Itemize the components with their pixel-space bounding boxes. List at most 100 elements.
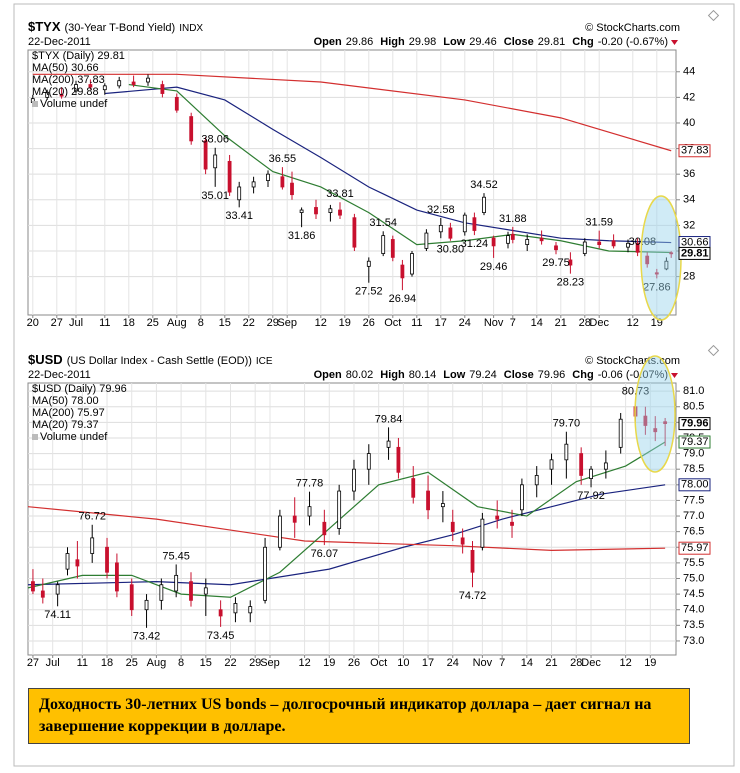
date: 22-Dec-2011: [28, 369, 91, 381]
candle-body: [160, 84, 165, 94]
x-tick-label: Aug: [167, 317, 187, 329]
candle-body: [438, 224, 443, 233]
candle-body: [352, 217, 357, 248]
chart-title: $TYX (30-Year T-Bond Yield) INDX: [28, 19, 203, 34]
y-tick-label: 74.5: [683, 588, 704, 600]
x-tick-label: 12: [619, 657, 631, 669]
value-tag: 30.66: [681, 236, 709, 248]
candle-body: [251, 181, 256, 188]
legend-entry: Volume undef: [40, 98, 108, 110]
y-tick-label: 80.5: [683, 401, 704, 413]
y-tick-label: 73.0: [683, 635, 704, 647]
legend-entry: Volume undef: [40, 431, 108, 443]
candle-body: [663, 421, 668, 424]
candle-body: [90, 537, 95, 554]
x-tick-label: 11: [99, 317, 110, 329]
value-tag: 79.96: [681, 418, 709, 430]
quote-value: 79.24: [469, 369, 497, 381]
candle-body: [470, 549, 475, 573]
y-tick-label: 77.0: [683, 510, 704, 522]
value-tag: 37.83: [681, 145, 709, 157]
quote-value: -0.06 (-0.07%): [598, 369, 668, 381]
legend-entry: $USD (Daily) 79.96: [32, 383, 127, 395]
price-annotation: 31.88: [499, 213, 527, 225]
y-tick-label: 40: [683, 117, 695, 129]
candle-body: [352, 468, 356, 492]
y-tick-label: 78.5: [683, 463, 704, 475]
description: (30-Year T-Bond Yield): [65, 22, 176, 34]
quote-label: Close: [504, 36, 534, 48]
price-annotation: 36.55: [269, 153, 297, 165]
y-tick-label: 74.0: [683, 604, 704, 616]
quote-value: 80.14: [409, 369, 437, 381]
price-annotation: 76.72: [78, 511, 106, 523]
icon: [707, 344, 720, 357]
price-annotation: 27.86: [643, 281, 671, 293]
legend-entry: MA(50) 78.00: [32, 395, 99, 407]
x-tick-label: 21: [545, 657, 557, 669]
candle-body: [248, 606, 253, 614]
price-annotation: 80.73: [622, 385, 650, 397]
x-tick-label: 25: [126, 657, 138, 669]
candle-body: [213, 154, 218, 169]
candle-body: [440, 503, 445, 508]
price-annotation: 73.42: [133, 631, 161, 643]
price-annotation: 74.11: [44, 609, 71, 621]
price-annotation: 30.08: [629, 236, 657, 248]
candle-body: [603, 462, 608, 470]
candle-body: [626, 242, 630, 248]
price-annotation: 38.06: [201, 134, 229, 146]
quote-value: 29.46: [469, 36, 497, 48]
plot-area: [27, 49, 677, 316]
chart-title: $USD (US Dollar Index - Cash Settle (EOD)…: [28, 352, 273, 367]
price-annotation: 79.70: [553, 418, 581, 430]
candle-body: [45, 91, 50, 98]
y-tick-label: 81.0: [683, 385, 704, 397]
x-tick-label: 8: [178, 657, 184, 669]
candle-body: [450, 521, 455, 533]
candle-body: [237, 186, 242, 201]
candle-body: [263, 546, 267, 601]
x-tick-label: Dec: [581, 657, 601, 669]
quote: Open 80.02 High 80.14 Low 79.24 Close 79.96 Chg -…: [314, 369, 668, 381]
description: (US Dollar Index - Cash Settle (EOD)): [67, 355, 252, 367]
x-tick-label: 7: [510, 317, 516, 329]
y-tick-label: 34: [683, 194, 695, 206]
x-tick-label: 12: [627, 317, 639, 329]
value-tag-box: [678, 417, 711, 431]
price-annotation: 29.75: [542, 257, 570, 269]
legend-entry: MA(20) 79.37: [32, 419, 99, 431]
x-tick-label: 15: [219, 317, 231, 329]
price-annotation: 31.54: [369, 217, 397, 229]
candle-body: [491, 237, 496, 247]
candle-body: [653, 428, 658, 433]
x-tick-label: 19: [644, 657, 656, 669]
price-annotation: 34.52: [470, 179, 498, 191]
x-tick-label: 28: [570, 657, 582, 669]
y-tick-label: 73.5: [683, 619, 704, 631]
value-tag-box: [678, 144, 711, 158]
x-tick-label: Oct: [370, 657, 387, 669]
candle-body: [534, 475, 539, 486]
value-tag-box: [678, 246, 711, 260]
quote-label: High: [380, 369, 405, 381]
candle-body: [554, 245, 558, 251]
down-arrow: [671, 40, 678, 45]
source: © StockCharts.com: [585, 355, 680, 367]
x-tick-label: 18: [101, 657, 113, 669]
candle-body: [174, 96, 179, 111]
candle-body: [390, 239, 395, 258]
candle-body: [618, 418, 623, 448]
x-tick-label: 20: [27, 317, 39, 329]
candle-body: [129, 584, 134, 611]
price-annotation: 28.23: [557, 277, 585, 289]
legend-entry: MA(200) 37.83: [32, 74, 105, 86]
price-annotation: 31.86: [288, 230, 316, 242]
candle-body: [40, 590, 45, 598]
x-tick-label: 24: [447, 657, 459, 669]
ma-line: [104, 86, 672, 244]
y-tick-label: 75.5: [683, 557, 704, 569]
candle-body: [510, 521, 514, 526]
x-tick-label: 17: [422, 657, 434, 669]
